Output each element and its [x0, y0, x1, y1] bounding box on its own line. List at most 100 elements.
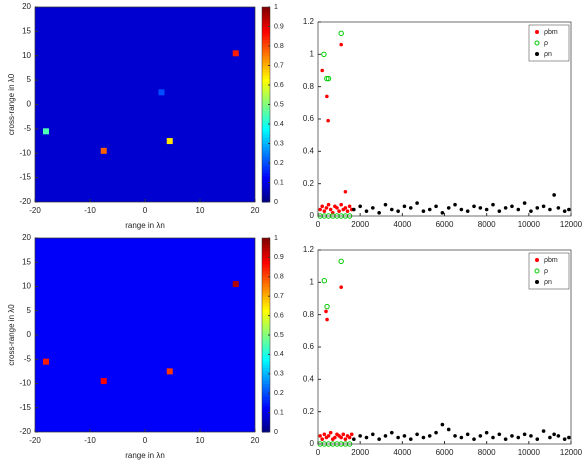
- scatter-point: [472, 204, 476, 209]
- colorbar-cell: [262, 338, 270, 342]
- scatter-point: [453, 202, 457, 207]
- colorbar-cell: [262, 315, 270, 320]
- y-tick-label: 10: [22, 282, 31, 291]
- axes-box: [34, 6, 256, 203]
- colorbar-cell: [262, 52, 270, 57]
- scatter-point: [497, 432, 502, 437]
- scatter-point: [345, 209, 350, 213]
- scatter-point: [352, 207, 356, 212]
- scatter-point: [478, 206, 483, 210]
- x-axis-label: range in λn: [125, 451, 165, 460]
- colorbar-cell: [262, 367, 270, 372]
- colorbar-cell: [262, 117, 270, 122]
- y-tick-label: -20: [19, 427, 31, 436]
- y-tick-label: 20: [22, 233, 31, 242]
- y-tick-label: -15: [19, 173, 31, 182]
- legend-marker: [535, 30, 539, 34]
- scatter-point: [484, 207, 489, 212]
- colorbar-tick-label: 0.8: [274, 43, 284, 50]
- colorbar-cell: [262, 156, 270, 161]
- scatter-point: [338, 30, 344, 37]
- scatter-point: [459, 435, 464, 440]
- y-tick-label: 1.2: [303, 17, 315, 26]
- y-tick-label: 15: [22, 26, 31, 35]
- colorbar-cell: [262, 16, 270, 21]
- colorbar-tick-label: 0.8: [274, 274, 284, 281]
- scatter-point: [337, 209, 341, 213]
- y-axis-label: cross-range in λ0: [7, 304, 16, 366]
- heatmap-spot: [166, 368, 173, 375]
- colorbar-cell: [262, 166, 270, 170]
- colorbar-cell: [262, 163, 270, 167]
- colorbar-cell: [262, 26, 270, 31]
- x-tick-label: -10: [84, 436, 96, 445]
- colorbar-cell: [262, 46, 270, 50]
- scatter-point: [562, 437, 567, 441]
- x-tick-label: 6000: [436, 448, 454, 457]
- heatmap-spot: [232, 281, 239, 288]
- y-tick-label: 1: [310, 277, 315, 286]
- axes-box: [34, 237, 256, 433]
- scatter-point: [325, 75, 332, 82]
- x-tick-label: 4000: [393, 448, 411, 457]
- y-tick-label: 0.6: [303, 342, 315, 351]
- scatter-point: [402, 204, 407, 209]
- scatter-point: [491, 202, 495, 207]
- x-tick-label: 0: [316, 448, 321, 457]
- colorbar-cell: [262, 263, 270, 268]
- y-tick-label: -10: [19, 148, 31, 157]
- y-tick-label: 15: [22, 257, 31, 266]
- scatter-point: [396, 209, 400, 213]
- scatter-point: [352, 437, 356, 441]
- colorbar-cell: [262, 241, 270, 245]
- colorbar-cell: [262, 260, 270, 265]
- colorbar-tick-label: 0.7: [274, 293, 284, 300]
- heatmap-spot: [232, 50, 239, 57]
- colorbar-tick-label: 0.4: [274, 351, 284, 358]
- colorbar-cell: [262, 133, 270, 138]
- colorbar-cell: [262, 127, 270, 131]
- colorbar-cell: [262, 36, 270, 40]
- scatter-point: [325, 94, 329, 99]
- scatter-point: [434, 204, 438, 209]
- colorbar-cell: [262, 78, 270, 83]
- x-tick-label: 0: [143, 436, 148, 445]
- y-tick-label: 0.8: [303, 310, 315, 319]
- colorbar-cell: [262, 257, 270, 262]
- y-tick-label: 0: [310, 439, 315, 448]
- colorbar-tick-label: 0.9: [274, 254, 284, 261]
- colorbar-cell: [262, 153, 270, 157]
- scatter-point: [347, 204, 352, 209]
- scatter-point: [434, 430, 438, 435]
- scatter-point: [465, 209, 470, 213]
- colorbar-cell: [262, 396, 270, 401]
- scatter-point: [320, 437, 325, 441]
- colorbar-cell: [262, 402, 270, 407]
- scatter-point: [522, 201, 527, 205]
- colorbar-cell: [262, 179, 270, 183]
- scatter-point: [529, 209, 533, 213]
- scatter-point: [484, 430, 489, 435]
- scatter-point: [427, 434, 432, 438]
- colorbar-cell: [262, 81, 270, 86]
- scatter-point: [371, 432, 375, 437]
- colorbar-cell: [262, 309, 270, 313]
- y-tick-label: 5: [27, 75, 32, 84]
- scatter-point: [324, 75, 330, 82]
- colorbar-cell: [262, 419, 270, 423]
- scatter-point: [472, 437, 476, 441]
- scatter-point: [465, 432, 470, 437]
- colorbar-cell: [262, 428, 270, 433]
- scatter-point: [339, 285, 343, 289]
- y-tick-label: 0.2: [303, 179, 315, 188]
- colorbar-cell: [262, 351, 270, 355]
- colorbar-cell: [262, 247, 270, 252]
- scatter-point: [389, 430, 394, 435]
- colorbar-cell: [262, 59, 270, 63]
- heatmap-spot: [100, 147, 107, 154]
- colorbar-cell: [262, 65, 270, 70]
- colorbar-cell: [262, 425, 270, 430]
- scatter-point: [510, 434, 514, 438]
- legend-marker: [535, 280, 539, 284]
- scatter-point: [548, 435, 552, 440]
